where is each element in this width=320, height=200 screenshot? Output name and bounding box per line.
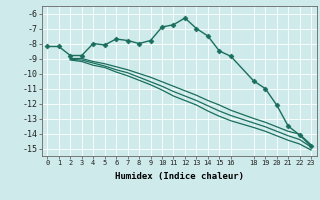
X-axis label: Humidex (Indice chaleur): Humidex (Indice chaleur) <box>115 172 244 181</box>
